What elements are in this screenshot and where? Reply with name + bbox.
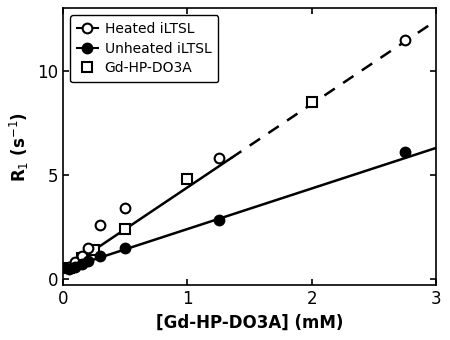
Y-axis label: R$_1$ (s$^{-1}$): R$_1$ (s$^{-1}$) bbox=[9, 112, 32, 182]
X-axis label: [Gd-HP-DO3A] (mM): [Gd-HP-DO3A] (mM) bbox=[156, 314, 343, 332]
Legend: Heated iLTSL, Unheated iLTSL, Gd-HP-DO3A: Heated iLTSL, Unheated iLTSL, Gd-HP-DO3A bbox=[70, 15, 218, 82]
